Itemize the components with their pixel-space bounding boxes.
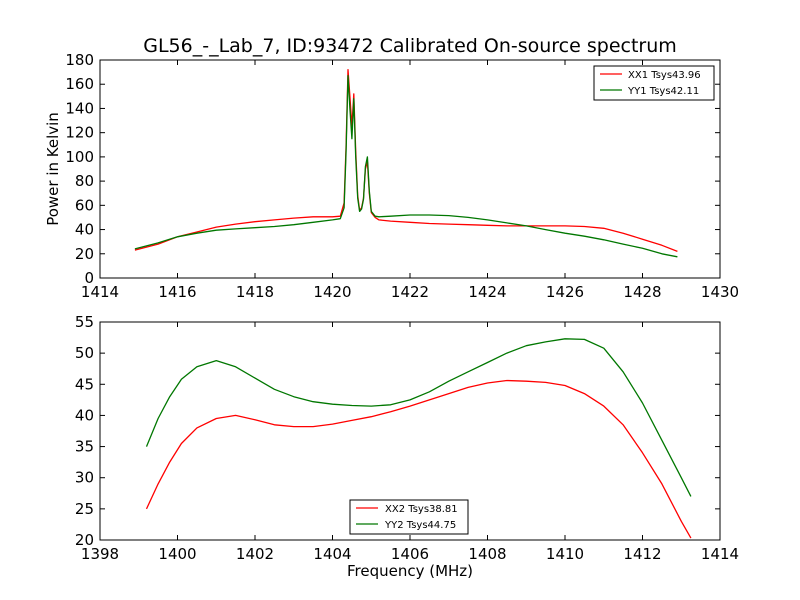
series-lines-bottom (145, 338, 692, 539)
x-tick-label: 1410 (546, 545, 584, 563)
y-tick-label: 160 (65, 75, 94, 93)
bottom-plot: Frequency (MHz) 1398 1400 1402 1404 1406 1408… (75, 313, 739, 580)
legend-label-xx1: XX1 Tsys43.96 (628, 70, 701, 81)
y-tick-label: 140 (65, 99, 94, 117)
x-tick-label: 1404 (313, 545, 351, 563)
x-tick-label: 1424 (468, 283, 506, 301)
x-tick-label: 1412 (623, 545, 661, 563)
y-tick-label: 60 (75, 196, 94, 214)
y-tick-label: 35 (75, 438, 94, 456)
x-tick-label: 1406 (391, 545, 429, 563)
series-line-yy2 (145, 338, 692, 497)
x-tick-label: 1418 (236, 283, 274, 301)
legend-box-top (593, 65, 715, 101)
y-tick-label: 20 (75, 245, 94, 263)
y-tick-label: 20 (75, 531, 94, 549)
ticks-top: 1414 1416 1418 1420 1422 1424 1426 1428 1430 0 20 4… (65, 51, 739, 301)
series-line-xx2 (145, 379, 692, 539)
x-tick-label: 1408 (468, 545, 506, 563)
y-tick-label: 40 (75, 406, 94, 424)
x-tick-label: 1414 (701, 545, 739, 563)
y-tick-label: 100 (65, 148, 94, 166)
x-tick-label: 1430 (701, 283, 739, 301)
legend-label-xx2: XX2 Tsys38.81 (385, 504, 458, 515)
x-tick-label: 1426 (546, 283, 584, 301)
y-tick-label: 50 (75, 344, 94, 362)
ticks-bottom: 1398 1400 1402 1404 1406 1408 1410 1412 1414 20 25… (75, 313, 739, 563)
y-tick-label: 25 (75, 500, 94, 518)
x-axis-label-bottom: Frequency (MHz) (347, 562, 473, 580)
y-tick-label: 180 (65, 51, 94, 69)
x-tick-label: 1398 (81, 545, 119, 563)
x-tick-label: 1416 (158, 283, 196, 301)
y-tick-label: 120 (65, 124, 94, 142)
x-tick-label: 1428 (623, 283, 661, 301)
y-axis-label-top: Power in Kelvin (44, 112, 62, 226)
x-tick-label: 1422 (391, 283, 429, 301)
legend-box-bottom (349, 499, 469, 535)
legend-label-yy2: YY2 Tsys44.75 (384, 520, 456, 531)
top-plot: GL56_-_Lab_7, ID:93472 Calibrated On-sou… (44, 35, 739, 301)
legend-bottom: XX2 Tsys38.81 YY2 Tsys44.75 (349, 499, 469, 535)
y-tick-label: 0 (84, 269, 94, 287)
x-tick-label: 1402 (236, 545, 274, 563)
series-line-yy1 (134, 75, 678, 258)
x-tick-label: 1400 (158, 545, 196, 563)
x-tick-label: 1420 (313, 283, 351, 301)
y-tick-label: 45 (75, 375, 94, 393)
y-tick-label: 80 (75, 172, 94, 190)
chart-title: GL56_-_Lab_7, ID:93472 Calibrated On-sou… (143, 35, 677, 57)
legend-top: XX1 Tsys43.96 YY1 Tsys42.11 (593, 65, 715, 101)
y-tick-label: 55 (75, 313, 94, 331)
y-tick-label: 40 (75, 221, 94, 239)
legend-label-yy1: YY1 Tsys42.11 (627, 86, 699, 97)
y-tick-label: 30 (75, 469, 94, 487)
series-lines-top (134, 69, 678, 258)
x-tick-label: 1414 (81, 283, 119, 301)
